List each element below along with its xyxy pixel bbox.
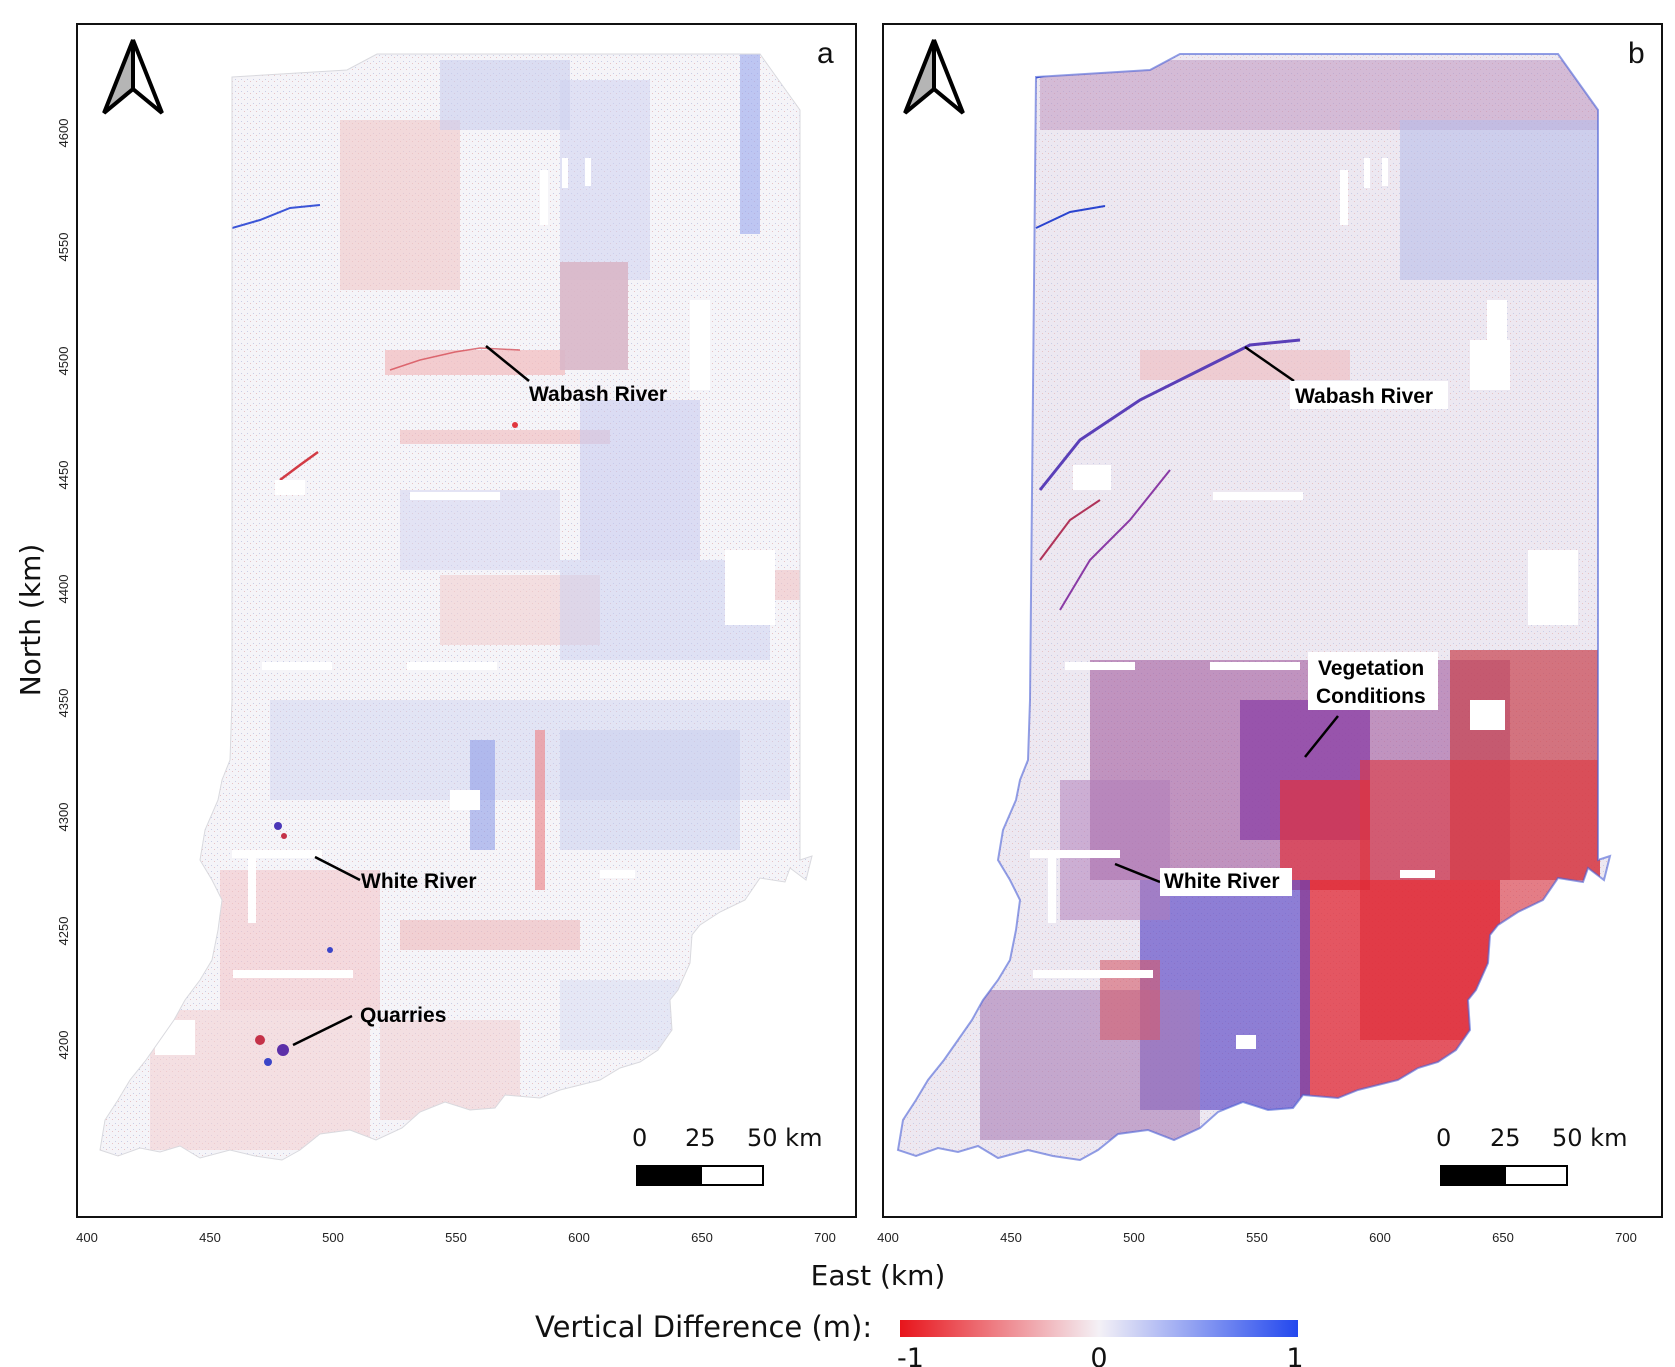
vegetation-leader [1304,715,1339,758]
x-tick-label: 700 [814,1230,836,1245]
x-axis-ticks-panel-b: 400 450 500 550 600 650 700 [877,1230,1637,1245]
y-tick-label: 4600 [56,119,71,148]
y-axis-ticks: 4600 4550 4500 4450 4400 4350 4300 4250 4200 [56,119,71,1060]
x-tick-label: 700 [1615,1230,1637,1245]
y-tick-label: 4300 [56,803,71,832]
panel-a: a Wabash River White River Quarries 0 25… [76,23,857,1218]
x-tick-label: 500 [322,1230,344,1245]
wabash-label: Wabash River [1295,385,1433,408]
svg-text:50 km: 50 km [747,1124,822,1152]
x-tick-label: 650 [691,1230,713,1245]
x-tick-label: 500 [1123,1230,1145,1245]
svg-text:50 km: 50 km [1552,1124,1627,1152]
legend-min: -1 [897,1343,924,1367]
x-tick-label: 400 [877,1230,899,1245]
x-tick-label: 550 [445,1230,467,1245]
x-tick-label: 450 [199,1230,221,1245]
wabash-label: Wabash River [529,383,667,406]
white-river-label: White River [1164,870,1280,893]
legend-max: 1 [1286,1343,1303,1367]
legend-colorbar [900,1320,1298,1337]
x-tick-label: 400 [76,1230,98,1245]
x-tick-label: 600 [1369,1230,1391,1245]
north-arrow-icon [903,39,965,115]
svg-text:0: 0 [632,1124,647,1152]
color-legend: Vertical Difference (m): -1 0 1 [535,1310,1304,1367]
panel-letter: a [817,37,834,70]
quarries-leader [292,1014,353,1047]
x-tick-label: 450 [1000,1230,1022,1245]
y-tick-label: 4200 [56,1031,71,1060]
wabash-leader [485,345,530,382]
north-arrow-icon [102,39,164,115]
y-tick-label: 4450 [56,461,71,490]
panel-letter: b [1628,37,1645,70]
scale-bar: 0 25 50 km [1436,1124,1627,1186]
svg-text:0: 0 [1436,1124,1451,1152]
white-river-leader [314,855,361,882]
y-axis-title: North (km) [14,544,47,697]
vegetation-label-line1: Vegetation [1318,657,1424,680]
svg-text:25: 25 [1490,1124,1521,1152]
x-tick-label: 650 [1492,1230,1514,1245]
quarries-label: Quarries [360,1004,446,1027]
y-tick-label: 4550 [56,233,71,262]
x-tick-label: 550 [1246,1230,1268,1245]
panel-b: b Wabash River Vegetation Conditions Whi… [882,23,1663,1218]
vegetation-label-line2: Conditions [1316,685,1426,708]
white-river-label: White River [361,870,477,893]
x-axis-ticks-panel-a: 400 450 500 550 600 650 700 [76,1230,836,1245]
white-river-leader [1114,862,1161,884]
x-tick-label: 600 [568,1230,590,1245]
y-tick-label: 4250 [56,917,71,946]
svg-text:25: 25 [685,1124,716,1152]
y-tick-label: 4350 [56,689,71,718]
scale-bar: 0 25 50 km [632,1124,822,1186]
x-axis-title: East (km) [811,1259,946,1292]
y-tick-label: 4500 [56,347,71,376]
wabash-leader [1244,345,1295,383]
y-tick-label: 4400 [56,575,71,604]
legend-title: Vertical Difference (m): [535,1310,872,1344]
legend-mid: 0 [1090,1343,1107,1367]
